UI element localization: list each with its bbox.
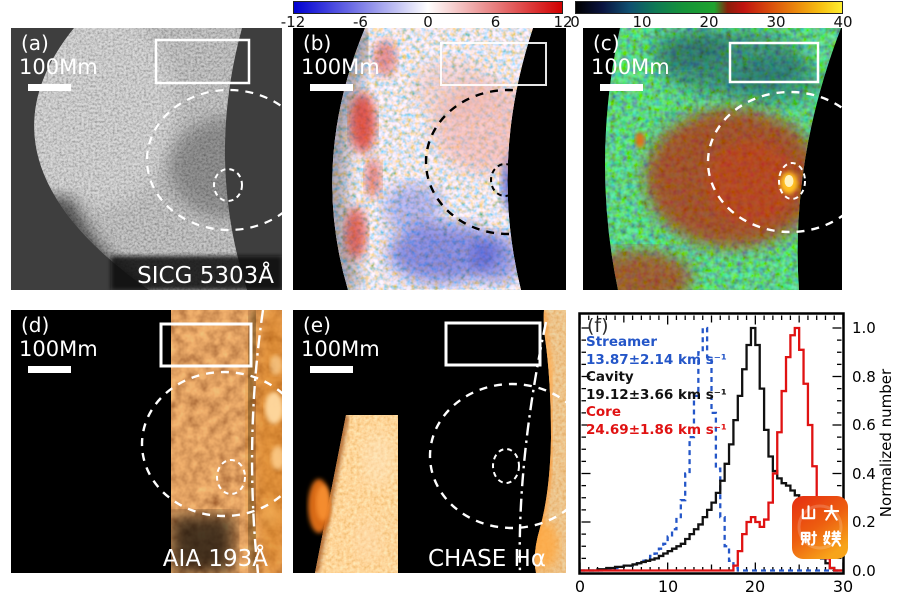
panel-c: (c) 100Mm [583, 28, 842, 290]
xtick-label: 30 [832, 577, 854, 596]
panel-a: (a) 100Mm SICG 5303Å [11, 28, 282, 290]
panel-f: (f) Streamer 13.87±2.14 km s⁻¹ Cavity 19… [575, 312, 900, 598]
roi-box [154, 38, 251, 85]
tick-label: -6 [353, 13, 368, 31]
cavity-outline-dashed [428, 382, 566, 530]
panel-b-image [293, 28, 566, 290]
cavity-outline-dashed [140, 370, 282, 518]
xtick-label: 10 [657, 577, 679, 596]
core-outline-dashed [216, 459, 246, 495]
ytick-label: 0.0 [852, 562, 876, 580]
panel-a-image [11, 28, 282, 290]
velocity-colorbar [575, 1, 843, 14]
roi-box [728, 41, 820, 84]
watermark-logo [792, 496, 848, 559]
panel-e-image [293, 310, 566, 573]
tick-label: 0 [423, 13, 433, 31]
velocity-colorbar-ticks: 0 10 20 30 40 [570, 13, 852, 31]
tick-label: 30 [766, 13, 786, 31]
scalebar-label: 100Mm [19, 337, 98, 361]
instrument-label-aia: AIA 193Å [162, 546, 268, 572]
panel-c-image [583, 28, 842, 290]
glyph-mei [822, 530, 842, 547]
tick-label: 10 [632, 13, 652, 31]
xtick-label: 0 [574, 577, 586, 596]
glyph-shan [801, 505, 816, 520]
legend-streamer-value: 13.87±2.14 km s⁻¹ [586, 351, 727, 368]
core-outline-dashed [778, 162, 806, 200]
instrument-label-sicg: SICG 5303Å [137, 263, 274, 289]
tick-label: 40 [833, 13, 853, 31]
legend-core-name: Core [586, 404, 621, 420]
scalebar-bar [310, 366, 353, 373]
glyph-da [823, 504, 840, 521]
legend-cavity-value: 19.12±3.66 km s⁻¹ [586, 386, 727, 403]
doppler-colorbar-ticks: -12 -6 0 6 12 [281, 13, 573, 31]
legend-cavity-name: Cavity [586, 369, 634, 385]
legend-streamer-name: Streamer [586, 334, 657, 350]
panel-f-label: (f) [587, 315, 609, 337]
watermark-glyphs [792, 496, 848, 559]
limb-dashdot-line [518, 321, 548, 573]
doppler-colorbar [293, 1, 563, 14]
tick-label: -12 [280, 13, 306, 31]
plot-frame [578, 312, 845, 575]
scalebar-bar [28, 84, 71, 91]
panel-b-label: (b) [303, 31, 332, 55]
panel-c-label: (c) [593, 31, 620, 55]
scalebar-label: 100Mm [591, 55, 670, 79]
limb-dashdot-line [250, 310, 265, 573]
xtick-label: 20 [744, 577, 766, 596]
panel-b: (b) 100Mm [293, 28, 566, 290]
scalebar-bar [600, 84, 643, 91]
roi-box [444, 321, 542, 367]
ytick-label: 1.0 [852, 319, 876, 337]
scalebar-bar [28, 366, 71, 373]
histogram-legend: Streamer 13.87±2.14 km s⁻¹ Cavity 19.12±… [586, 334, 796, 439]
ytick-label: 0.2 [852, 513, 876, 531]
roi-box [159, 322, 253, 368]
scalebar-label: 100Mm [19, 55, 98, 79]
hist-streamer [580, 326, 843, 572]
scalebar-label: 100Mm [301, 337, 380, 361]
legend-core-value: 24.69±1.86 km s⁻¹ [586, 421, 727, 438]
core-outline-dashed [490, 163, 520, 197]
core-outline-dashed [213, 168, 243, 202]
glyph-rong [800, 530, 818, 546]
scalebar-label: 100Mm [301, 55, 380, 79]
ytick-label: 0.6 [852, 416, 876, 434]
tick-label: 20 [699, 13, 719, 31]
ytick-label: 0.4 [852, 465, 876, 483]
panel-d: (d) 100Mm AIA 193Å [11, 310, 282, 573]
instrument-label-chase: CHASE Hα [428, 546, 546, 572]
tick-label: 12 [553, 13, 573, 31]
roi-box [440, 42, 547, 86]
tick-label: 0 [570, 13, 580, 31]
panel-e-label: (e) [303, 313, 331, 337]
core-outline-dashed [492, 448, 520, 484]
panel-d-image [11, 310, 282, 573]
panel-d-label: (d) [21, 313, 50, 337]
y-axis-label: Normalized number [877, 368, 895, 518]
label-backdrop [111, 256, 282, 290]
ytick-label: 0.8 [852, 368, 876, 386]
panel-a-label: (a) [21, 31, 49, 55]
tick-label: 6 [490, 13, 501, 31]
hist-core [580, 326, 843, 572]
scalebar-bar [310, 84, 353, 91]
cavity-outline-dashed [424, 88, 566, 236]
panel-e: (e) 100Mm CHASE Hα [293, 310, 566, 573]
